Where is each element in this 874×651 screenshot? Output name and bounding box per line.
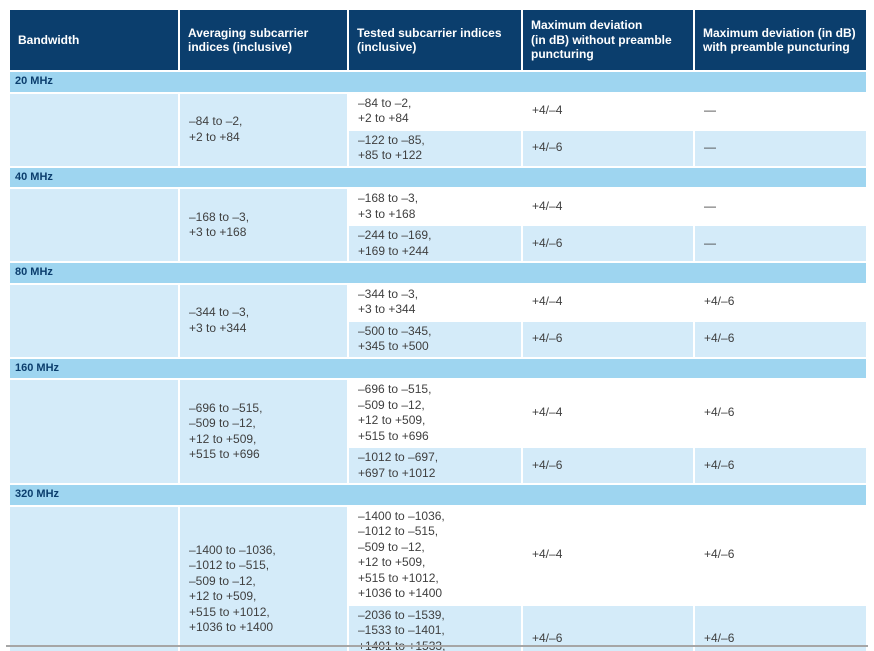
table-row: –122 to –85, +85 to +122 +4/–6 — — [9, 128, 868, 168]
tested-cell: –122 to –85, +85 to +122 — [347, 128, 523, 168]
column-header-bandwidth: Bandwidth — [8, 8, 180, 72]
deviation-with-cell: — — [693, 91, 868, 131]
column-header-averaging: Averaging subcarrier indices (inclusive) — [178, 8, 349, 72]
bandwidth-cell — [8, 187, 180, 263]
deviation-with-cell: +4/–6 — [693, 504, 868, 606]
table-row: –1012 to –697, +697 to +1012 +4/–6 +4/–6 — [9, 446, 868, 485]
deviation-without-cell: +4/–4 — [521, 282, 695, 322]
tested-cell: –1012 to –697, +697 to +1012 — [347, 446, 523, 485]
tested-cell: –168 to –3, +3 to +168 — [347, 187, 523, 226]
table-row: –168 to –3, +3 to +168 –168 to –3, +3 to… — [8, 187, 868, 263]
table-row: –696 to –515, –509 to –12, +12 to +509, … — [8, 378, 868, 485]
bandwidth-group-row: 80 MHz — [8, 261, 868, 285]
deviation-with-cell: +4/–6 — [693, 319, 868, 359]
bandwidth-group-row: 40 MHz — [8, 165, 868, 189]
bandwidth-group-label: 80 MHz — [8, 261, 868, 285]
deviation-without-cell: +4/–6 — [521, 603, 695, 651]
deviation-with-cell: — — [693, 224, 868, 263]
deviation-without-cell: +4/–4 — [521, 378, 695, 448]
header-row: Bandwidth Averaging subcarrier indices (… — [8, 8, 868, 72]
averaging-cell: –168 to –3, +3 to +168 — [178, 187, 349, 263]
table-row: –344 to –3, +3 to +344 –344 to –3, +3 to… — [8, 282, 868, 359]
bandwidth-group-row: 320 MHz — [8, 483, 868, 507]
column-header-deviation-without: Maximum deviation (in dB) without preamb… — [521, 8, 695, 72]
table-row: –500 to –345, +345 to +500 +4/–6 +4/–6 — [9, 319, 868, 359]
deviation-with-cell: — — [693, 128, 868, 168]
averaging-cell: –344 to –3, +3 to +344 — [178, 282, 349, 359]
deviation-without-cell: +4/–6 — [521, 224, 695, 263]
deviation-with-cell: +4/–6 — [693, 282, 868, 322]
tested-cell: –1400 to –1036, –1012 to –515, –509 to –… — [347, 504, 523, 606]
bandwidth-cell — [8, 91, 180, 168]
tested-cell: –696 to –515, –509 to –12, +12 to +509, … — [347, 378, 523, 448]
table-row: –84 to –2, +2 to +84 –84 to –2, +2 to +8… — [8, 91, 868, 168]
averaging-cell: –696 to –515, –509 to –12, +12 to +509, … — [178, 378, 349, 485]
deviation-without-cell: +4/–4 — [521, 187, 695, 226]
tested-cell: –344 to –3, +3 to +344 — [347, 282, 523, 322]
averaging-cell: –84 to –2, +2 to +84 — [178, 91, 349, 168]
deviation-without-cell: +4/–4 — [521, 91, 695, 131]
deviation-without-cell: +4/–6 — [521, 446, 695, 485]
bandwidth-group-label: 20 MHz — [8, 70, 868, 94]
deviation-without-cell: +4/–4 — [521, 504, 695, 606]
deviation-with-cell: +4/–6 — [693, 603, 868, 651]
bandwidth-group-row: 160 MHz — [8, 356, 868, 380]
tested-cell: –2036 to –1539, –1533 to –1401, +1401 to… — [347, 603, 523, 651]
bandwidth-group-label: 40 MHz — [8, 165, 868, 189]
column-header-tested: Tested subcarrier indices (inclusive) — [347, 8, 523, 72]
bandwidth-cell — [8, 378, 180, 485]
bottom-rule — [6, 645, 868, 647]
averaging-cell: –1400 to –1036, –1012 to –515, –509 to –… — [178, 504, 349, 651]
column-header-deviation-with: Maximum deviation (in dB) with preamble … — [693, 8, 868, 72]
deviation-with-cell: +4/–6 — [693, 378, 868, 448]
subcarrier-indices-table: Bandwidth Averaging subcarrier indices (… — [8, 8, 868, 651]
table-row: –1400 to –1036, –1012 to –515, –509 to –… — [8, 504, 868, 651]
deviation-with-cell: +4/–6 — [693, 446, 868, 485]
tested-cell: –244 to –169, +169 to +244 — [347, 224, 523, 263]
bandwidth-cell — [8, 504, 180, 651]
table-row: –244 to –169, +169 to +244 +4/–6 — — [9, 224, 868, 263]
bandwidth-group-label: 320 MHz — [8, 483, 868, 507]
deviation-with-cell: — — [693, 187, 868, 226]
deviation-without-cell: +4/–6 — [521, 128, 695, 168]
deviation-without-cell: +4/–6 — [521, 319, 695, 359]
table-row: –2036 to –1539, –1533 to –1401, +1401 to… — [9, 603, 868, 651]
bandwidth-cell — [8, 282, 180, 359]
bandwidth-group-label: 160 MHz — [8, 356, 868, 380]
tested-cell: –500 to –345, +345 to +500 — [347, 319, 523, 359]
tested-cell: –84 to –2, +2 to +84 — [347, 91, 523, 131]
bandwidth-group-row: 20 MHz — [8, 70, 868, 94]
